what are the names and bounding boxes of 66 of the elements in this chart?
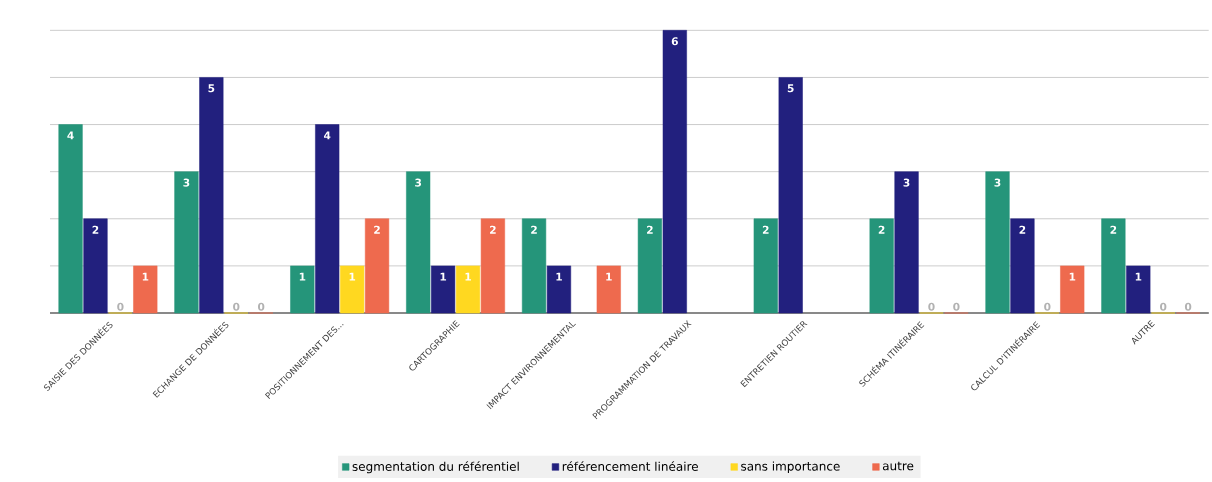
- data-label: 4: [323, 131, 331, 140]
- data-label: 2: [762, 225, 769, 234]
- bar: [596, 265, 621, 314]
- data-label: 1: [440, 272, 447, 281]
- data-label: 1: [606, 272, 612, 281]
- bar: [174, 171, 199, 314]
- data-label: 0: [233, 302, 240, 311]
- data-label: 0: [1184, 302, 1192, 311]
- data-label: 5: [208, 84, 215, 93]
- bar: [340, 265, 365, 314]
- bar: [894, 171, 919, 314]
- data-label: 1: [465, 272, 471, 281]
- data-label: 6: [671, 37, 678, 46]
- data-label: 0: [928, 302, 935, 311]
- data-label: 1: [1069, 272, 1076, 281]
- data-label: 0: [117, 302, 124, 311]
- data-label: 3: [903, 178, 910, 187]
- data-label: 2: [1110, 225, 1117, 234]
- data-label: 3: [415, 178, 422, 187]
- bar: [637, 218, 662, 314]
- data-label: 1: [299, 272, 306, 281]
- data-label: 1: [142, 272, 149, 281]
- data-label: 1: [1135, 272, 1142, 281]
- data-label: 4: [67, 131, 74, 140]
- data-label: 0: [257, 302, 265, 311]
- bar: [869, 218, 894, 314]
- bar: [480, 218, 505, 314]
- data-label: 0: [953, 302, 960, 311]
- data-label: 2: [531, 225, 537, 234]
- bar: [58, 124, 83, 314]
- data-label: 1: [349, 272, 356, 281]
- bar: [83, 218, 108, 314]
- data-label: 2: [1019, 225, 1026, 234]
- legend-label: autre: [882, 461, 914, 471]
- bar: [406, 171, 431, 314]
- legend-label: référencement linéaire: [562, 461, 698, 471]
- data-label: 0: [1160, 302, 1167, 311]
- data-label: 2: [92, 225, 99, 234]
- data-label: 2: [374, 225, 380, 234]
- bar: [778, 77, 803, 314]
- bar: [455, 265, 481, 314]
- data-label: 5: [787, 84, 794, 93]
- bar: [133, 265, 158, 314]
- bar: [662, 30, 687, 314]
- bar: [1101, 218, 1126, 314]
- bar: [199, 77, 224, 314]
- data-label: 1: [556, 272, 562, 281]
- bar: [1010, 218, 1035, 314]
- bar: [364, 218, 390, 314]
- bar: [753, 218, 778, 314]
- bar: [290, 265, 315, 314]
- bar: [1126, 265, 1151, 314]
- data-label: 2: [490, 225, 496, 234]
- legend-label: segmentation du référentiel: [352, 461, 519, 474]
- bar: [315, 124, 340, 314]
- data-label: 3: [183, 178, 190, 187]
- data-label: 0: [1044, 302, 1051, 311]
- bar: [431, 265, 456, 314]
- legend-label: sans importance: [741, 461, 840, 474]
- data-label: 2: [878, 225, 885, 234]
- bar: [1060, 265, 1085, 314]
- data-label: 2: [647, 225, 653, 234]
- data-label: 3: [994, 178, 1001, 187]
- bar: [985, 171, 1010, 314]
- bar: [546, 265, 572, 314]
- bar: [521, 218, 547, 314]
